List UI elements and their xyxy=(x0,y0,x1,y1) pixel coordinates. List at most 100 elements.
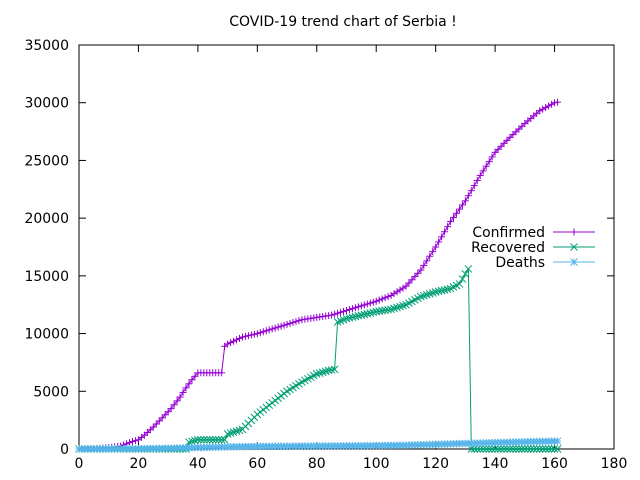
data-point-confirmed xyxy=(473,177,481,185)
data-point-recovered xyxy=(399,301,407,310)
data-point-confirmed xyxy=(417,266,425,274)
y-tick-label: 25000 xyxy=(24,153,69,169)
data-point-recovered xyxy=(425,290,434,298)
data-point-recovered xyxy=(223,430,232,438)
x-tick-label: 100 xyxy=(363,456,390,472)
data-point-recovered xyxy=(208,435,217,444)
legend-label-deaths: Deaths xyxy=(495,255,545,271)
legend-marker-recovered xyxy=(570,243,578,251)
data-point-confirmed xyxy=(402,282,410,290)
data-point-recovered xyxy=(512,445,520,453)
data-point-confirmed xyxy=(191,372,199,380)
legend-label-confirmed: Confirmed xyxy=(472,225,545,241)
legend-marker-confirmed xyxy=(570,228,578,236)
data-point-confirmed xyxy=(384,293,392,301)
data-point-confirmed xyxy=(331,310,339,318)
data-point-confirmed xyxy=(182,384,190,392)
data-point-recovered xyxy=(354,311,363,320)
data-point-confirmed xyxy=(351,304,359,312)
data-point-confirmed xyxy=(366,299,374,307)
data-point-recovered xyxy=(518,445,526,453)
data-point-recovered xyxy=(532,445,541,453)
data-point-confirmed xyxy=(262,327,270,335)
x-tick-label: 20 xyxy=(130,456,148,472)
data-point-recovered xyxy=(366,309,375,317)
y-tick-label: 20000 xyxy=(24,211,69,227)
data-point-recovered xyxy=(538,445,547,453)
data-point-recovered xyxy=(431,288,440,296)
data-point-confirmed xyxy=(408,276,416,284)
data-point-confirmed xyxy=(167,405,175,413)
data-point-recovered xyxy=(547,445,556,453)
data-point-confirmed xyxy=(411,273,419,281)
data-point-confirmed xyxy=(470,182,478,190)
data-point-recovered xyxy=(419,291,428,300)
data-point-recovered xyxy=(461,270,470,278)
x-tick-label: 0 xyxy=(75,456,84,472)
data-point-recovered xyxy=(443,285,452,294)
data-point-confirmed xyxy=(289,318,297,326)
data-point-confirmed xyxy=(185,380,193,388)
x-tick-label: 120 xyxy=(422,456,449,472)
data-point-confirmed xyxy=(129,437,136,445)
legend-marker-deaths xyxy=(570,258,578,266)
data-point-confirmed xyxy=(149,423,157,431)
data-point-recovered xyxy=(330,365,339,374)
data-point-recovered xyxy=(434,287,443,296)
data-point-recovered xyxy=(422,290,431,299)
data-point-confirmed xyxy=(542,104,550,112)
data-point-recovered xyxy=(553,445,562,453)
data-point-confirmed xyxy=(369,298,377,306)
data-point-recovered xyxy=(327,366,336,374)
data-point-confirmed xyxy=(155,417,163,425)
data-point-confirmed xyxy=(426,252,434,260)
data-point-confirmed xyxy=(250,330,258,338)
data-point-confirmed xyxy=(268,325,276,333)
data-point-confirmed xyxy=(152,420,160,428)
data-point-confirmed xyxy=(405,279,413,287)
data-point-recovered xyxy=(550,445,559,453)
data-point-confirmed xyxy=(265,326,273,334)
data-point-confirmed xyxy=(334,309,342,317)
data-point-confirmed xyxy=(464,192,472,200)
x-tick-label: 40 xyxy=(189,456,207,472)
data-point-confirmed xyxy=(230,337,238,345)
data-point-recovered xyxy=(348,313,357,322)
y-tick-label: 5000 xyxy=(33,384,69,400)
data-point-confirmed xyxy=(238,333,246,341)
data-point-recovered xyxy=(369,308,378,317)
data-point-confirmed xyxy=(188,376,196,384)
data-point-recovered xyxy=(235,426,244,435)
data-point-recovered xyxy=(464,265,473,273)
data-point-recovered xyxy=(197,435,205,444)
x-tick-label: 160 xyxy=(541,456,568,472)
series-layer xyxy=(75,98,562,453)
data-point-recovered xyxy=(482,445,491,453)
data-point-confirmed xyxy=(295,317,303,325)
data-point-recovered xyxy=(315,369,324,377)
series-recovered xyxy=(75,265,562,453)
data-point-confirmed xyxy=(554,98,562,106)
data-point-confirmed xyxy=(253,330,261,338)
y-tick-label: 35000 xyxy=(24,38,69,54)
data-point-recovered xyxy=(363,309,372,318)
data-point-recovered xyxy=(535,445,544,453)
data-point-confirmed xyxy=(158,414,166,422)
data-point-confirmed xyxy=(423,257,431,265)
data-point-confirmed xyxy=(227,339,235,347)
data-point-recovered xyxy=(384,305,392,314)
legend-label-recovered: Recovered xyxy=(471,240,545,256)
data-point-recovered xyxy=(217,435,226,444)
data-point-confirmed xyxy=(233,336,241,344)
data-point-confirmed xyxy=(241,332,249,340)
data-point-confirmed xyxy=(176,393,184,401)
data-point-recovered xyxy=(387,305,395,314)
data-point-confirmed xyxy=(503,136,511,144)
data-point-confirmed xyxy=(450,213,457,221)
data-point-confirmed xyxy=(545,102,553,110)
data-point-confirmed xyxy=(360,301,368,309)
data-point-recovered xyxy=(523,445,532,453)
data-point-recovered xyxy=(226,429,235,437)
data-point-confirmed xyxy=(345,306,353,314)
data-point-recovered xyxy=(485,445,494,453)
